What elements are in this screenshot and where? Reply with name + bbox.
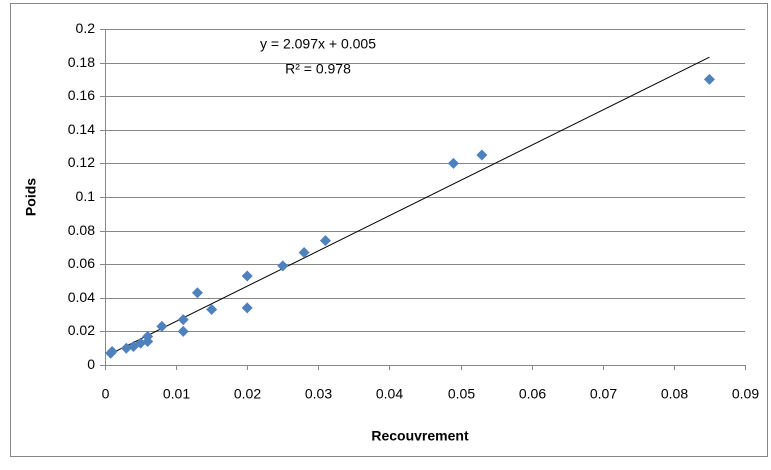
y-tick-label: 0.1	[76, 188, 96, 204]
marker	[703, 73, 715, 85]
marker	[191, 287, 203, 299]
y-tick-label: 0.14	[68, 121, 95, 137]
marker	[177, 325, 189, 337]
x-tick-label: 0.03	[305, 386, 332, 402]
x-tick-label: 0	[102, 386, 110, 402]
marker	[206, 304, 218, 316]
marker	[476, 149, 488, 161]
x-tick-label: 0.07	[590, 386, 617, 402]
trendline-r-squared: R² = 0.978	[285, 61, 351, 77]
trendline-equation: y = 2.097x + 0.005	[260, 36, 376, 52]
marker	[447, 157, 459, 169]
y-tick-label: 0.16	[68, 87, 95, 103]
y-tick-label: 0.06	[68, 255, 95, 271]
marker	[277, 260, 289, 272]
x-tick-label: 0.02	[234, 386, 261, 402]
x-tick-label: 0.05	[448, 386, 475, 402]
x-tick-label: 0.08	[661, 386, 688, 402]
x-tick-label: 0.04	[376, 386, 403, 402]
marker	[319, 235, 331, 247]
y-tick-label: 0.08	[68, 222, 95, 238]
x-tick-label: 0.09	[732, 386, 759, 402]
x-axis-label: Recouvrement	[371, 428, 469, 444]
y-tick-label: 0.2	[76, 20, 96, 36]
y-tick-label: 0.18	[68, 54, 95, 70]
marker	[298, 246, 310, 258]
trendline	[110, 56, 710, 355]
marker	[156, 320, 168, 332]
chart-border	[10, 3, 768, 457]
y-tick-label: 0	[87, 356, 95, 372]
marker	[241, 302, 253, 314]
marker	[106, 346, 118, 358]
marker	[177, 314, 189, 326]
y-axis-label: Poids	[23, 178, 39, 216]
y-tick-label: 0.02	[68, 322, 95, 338]
marker	[142, 330, 154, 342]
x-tick-label: 0.06	[519, 386, 546, 402]
y-tick-label: 0.04	[68, 289, 95, 305]
marker	[241, 270, 253, 282]
x-tick-label: 0.01	[163, 386, 190, 402]
y-tick-label: 0.12	[68, 154, 95, 170]
